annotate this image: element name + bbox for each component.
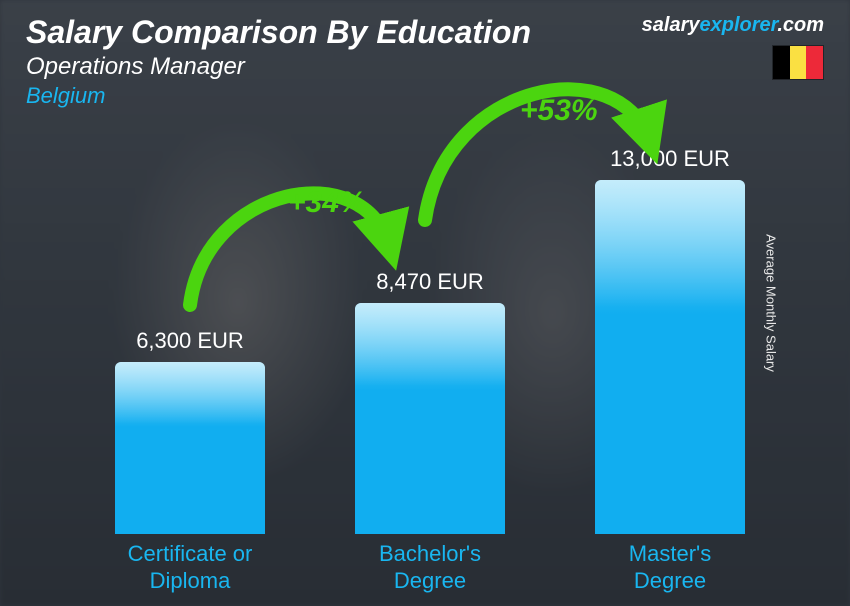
bar-highlight	[115, 362, 265, 431]
bar	[115, 362, 265, 534]
bar	[355, 303, 505, 534]
chart-area: 6,300 EUR 8,470 EUR 13,000 EUR	[70, 140, 790, 534]
title-block: Salary Comparison By Education Operation…	[26, 14, 531, 109]
bar-wrap: 13,000 EUR	[550, 146, 790, 534]
flag-icon	[772, 45, 824, 80]
brand-mid: explorer	[699, 14, 777, 36]
chart-subtitle: Operations Manager	[26, 53, 531, 81]
x-axis-label: Master'sDegree	[550, 541, 790, 594]
bar-highlight	[355, 303, 505, 395]
bar-highlight	[595, 180, 745, 322]
brand-pre: salary	[642, 14, 700, 36]
header-right: salaryexplorer.com	[642, 14, 824, 80]
chart-title: Salary Comparison By Education	[26, 14, 531, 51]
bar-value-label: 8,470 EUR	[376, 269, 484, 295]
header: Salary Comparison By Education Operation…	[26, 14, 824, 109]
x-axis-label: Certificate orDiploma	[70, 541, 310, 594]
bar-value-label: 6,300 EUR	[136, 328, 244, 354]
bar-wrap: 8,470 EUR	[310, 269, 550, 534]
bars-container: 6,300 EUR 8,470 EUR 13,000 EUR	[70, 140, 790, 534]
bar-wrap: 6,300 EUR	[70, 328, 310, 534]
brand-suf: .com	[777, 14, 824, 36]
chart-country: Belgium	[26, 83, 531, 109]
x-axis: Certificate orDiplomaBachelor'sDegreeMas…	[70, 541, 790, 594]
bar	[595, 180, 745, 534]
brand-logo: salaryexplorer.com	[642, 14, 824, 37]
bar-value-label: 13,000 EUR	[610, 146, 730, 172]
x-axis-label: Bachelor'sDegree	[310, 541, 550, 594]
